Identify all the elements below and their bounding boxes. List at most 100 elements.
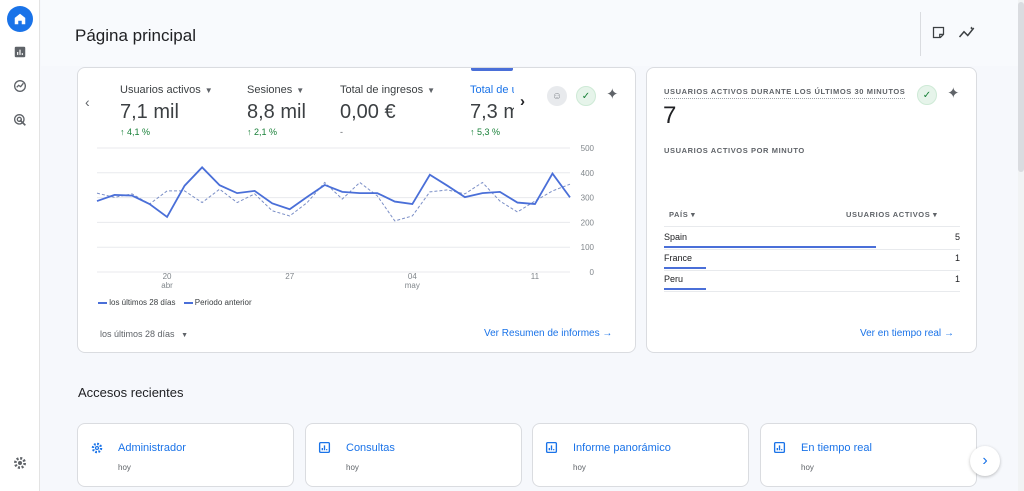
insights-icon[interactable]: [958, 25, 976, 45]
metric-delta: -: [340, 127, 343, 137]
metric-delta: 4,1 %: [127, 127, 151, 137]
realtime-value: 7: [663, 102, 677, 129]
country-users: 5: [954, 232, 960, 242]
metric-revenue[interactable]: Total de ingresos ▼ 0,00 € -: [340, 84, 435, 137]
check-circle-icon[interactable]: ✓: [576, 86, 596, 106]
recent-item-label: Administrador: [118, 442, 186, 454]
advertising-icon[interactable]: [8, 108, 32, 132]
caret-down-icon: ▼: [296, 86, 305, 95]
selected-tab-indicator: [471, 68, 513, 71]
y-tick-label: 100: [581, 243, 595, 252]
metric-label: Sesiones: [247, 84, 293, 96]
y-tick-label: 500: [581, 144, 595, 153]
users-column-header[interactable]: USUARIOS ACTIVOS ▾: [846, 210, 937, 219]
next-metrics-button[interactable]: ›: [520, 93, 525, 110]
y-tick-label: 0: [590, 268, 595, 277]
x-tick-label: 11: [531, 272, 540, 281]
legend-item-previous: Periodo anterior: [183, 298, 252, 307]
column-label: USUARIOS ACTIVOS: [846, 210, 931, 219]
recent-item-admin[interactable]: Administrador hoy: [77, 423, 294, 487]
recent-item-time: hoy: [801, 463, 814, 472]
y-tick-label: 300: [581, 194, 595, 203]
metric-label: Total de ingresos: [340, 84, 424, 96]
header: [41, 0, 1024, 66]
legend-label: los últimos 28 días: [109, 298, 176, 307]
caret-down-icon: ▾: [691, 210, 696, 219]
sparkle-icon[interactable]: ✦: [606, 86, 619, 103]
series-line-previous: [96, 181, 571, 222]
date-range-dropdown[interactable]: los últimos 28 días ▼: [100, 329, 188, 339]
recent-item-time: hoy: [573, 463, 586, 472]
scrollbar-thumb[interactable]: [1018, 2, 1024, 172]
series-line-current: [96, 166, 571, 219]
x-tick-label: 27: [285, 272, 294, 281]
metric-value: 7,1 mil: [120, 101, 179, 123]
y-tick-label: 400: [581, 169, 595, 178]
sparkle-icon[interactable]: ✦: [947, 85, 960, 102]
country-name: France: [664, 253, 693, 263]
header-divider: [920, 12, 921, 56]
arrow-up-icon: ↑: [120, 127, 125, 137]
recent-item-overview-report[interactable]: Informe panorámico hoy: [532, 423, 749, 487]
caret-down-icon: ▼: [204, 86, 213, 95]
metric-active-users[interactable]: Usuarios activos ▼ 7,1 mil ↑ 4,1 %: [120, 84, 213, 137]
x-tick-label: 04: [408, 272, 417, 281]
country-bar: [664, 267, 707, 269]
recent-item-label: Consultas: [346, 442, 395, 454]
view-realtime-link[interactable]: Ver en tiempo real →: [860, 328, 954, 339]
metric-delta: 2,1 %: [254, 127, 278, 137]
x-tick-month-label: abr: [161, 281, 173, 290]
row-divider: [664, 270, 960, 271]
arrow-up-icon: ↑: [470, 127, 475, 137]
country-users: 1: [954, 253, 960, 263]
link-label: Ver Resumen de informes: [484, 328, 600, 339]
realtime-card: [646, 67, 977, 353]
country-users: 1: [954, 274, 960, 284]
y-tick-label: 200: [581, 218, 595, 227]
date-range-label: los últimos 28 días: [100, 329, 175, 339]
divider: [664, 226, 960, 227]
explore-icon[interactable]: [8, 74, 32, 98]
home-icon[interactable]: [7, 6, 33, 32]
reports-icon[interactable]: [8, 40, 32, 64]
arrow-up-icon: ↑: [247, 127, 252, 137]
recent-item-realtime[interactable]: En tiempo real hoy: [760, 423, 977, 487]
report-icon: [773, 441, 787, 455]
view-reports-link[interactable]: Ver Resumen de informes →: [484, 328, 612, 339]
anomaly-icon[interactable]: ☺: [547, 86, 567, 106]
metric-value: 0,00 €: [340, 101, 396, 123]
caret-down-icon: ▼: [427, 86, 436, 95]
column-label: PAÍS: [669, 210, 689, 219]
report-icon: [318, 441, 332, 455]
recent-item-queries[interactable]: Consultas hoy: [305, 423, 522, 487]
metric-sessions[interactable]: Sesiones ▼ 8,8 mil ↑ 2,1 %: [247, 84, 306, 137]
gear-icon: [90, 441, 104, 455]
metric-value: 7,3 m: [470, 101, 514, 123]
chart-legend: los últimos 28 días Periodo anterior: [98, 298, 252, 307]
x-tick-label: 20: [163, 272, 172, 281]
country-bar: [664, 246, 876, 248]
realtime-title: USUARIOS ACTIVOS DURANTE LOS ÚLTIMOS 30 …: [664, 87, 906, 99]
scrollbar[interactable]: [1018, 0, 1024, 491]
recent-title: Accesos recientes: [78, 385, 184, 400]
country-name: Spain: [664, 232, 688, 242]
legend-label: Periodo anterior: [194, 298, 252, 307]
country-column-header[interactable]: PAÍS ▾: [669, 210, 695, 219]
caret-down-icon: ▼: [181, 332, 188, 339]
recent-item-time: hoy: [118, 463, 131, 472]
country-name: Peru: [664, 274, 684, 284]
arrow-right-icon: →: [602, 328, 613, 339]
x-tick-month-label: may: [405, 281, 420, 290]
country-bar: [664, 288, 707, 290]
per-minute-label: USUARIOS ACTIVOS POR MINUTO: [664, 146, 805, 155]
check-circle-icon[interactable]: ✓: [917, 85, 937, 105]
metric-label: Usuarios activos: [120, 84, 201, 96]
recent-item-label: Informe panorámico: [573, 442, 671, 454]
caret-down-icon: ▾: [933, 210, 938, 219]
next-recent-button[interactable]: ›: [970, 446, 1000, 476]
notes-icon[interactable]: [931, 25, 946, 45]
settings-icon[interactable]: [8, 451, 32, 475]
metric-total-users[interactable]: Total de u 7,3 m ↑ 5,3 %: [470, 84, 514, 137]
prev-metrics-button[interactable]: ‹: [85, 94, 90, 110]
recent-item-time: hoy: [346, 463, 359, 472]
